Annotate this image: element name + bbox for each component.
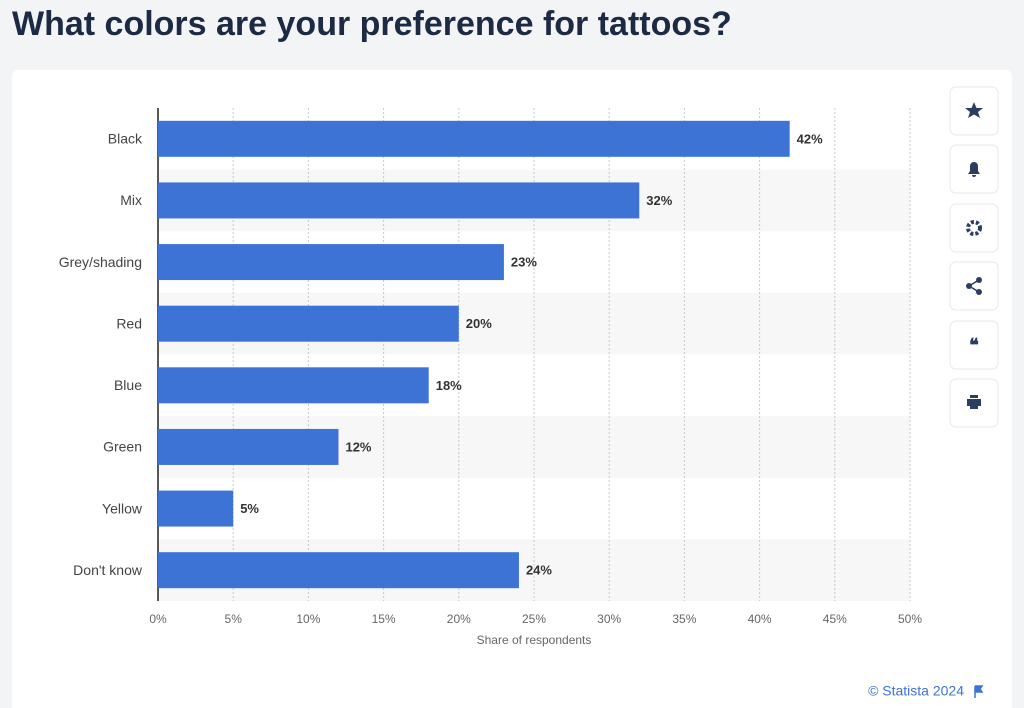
value-label: 20% [466,316,492,331]
y-tick-label: Don't know [73,562,143,578]
value-label: 5% [240,501,259,516]
x-tick-label: 35% [672,612,696,626]
x-tick-label: 50% [898,612,922,626]
x-tick-label: 0% [149,612,167,626]
x-tick-label: 45% [823,612,847,626]
quote-icon: ❝ [969,335,979,355]
bar [158,367,429,404]
y-tick-label: Green [103,439,142,455]
y-tick-label: Blue [114,377,142,393]
x-tick-label: 25% [522,612,546,626]
x-tick-label: 30% [597,612,621,626]
x-tick-label: 10% [296,612,320,626]
bar [158,490,234,527]
chart-title: What colors are your preference for tatt… [12,5,732,43]
gear-icon [966,220,982,236]
bar [158,305,459,342]
plot: 0% 5% 10% 15% 20% 25% 30% 35% 40% 45% 50% Share of … [59,108,922,647]
print-icon [967,395,981,409]
value-label: 12% [345,439,371,454]
y-tick-label: Black [108,131,143,147]
x-tick-label: 40% [748,612,772,626]
y-tick-label: Yellow [102,500,143,516]
value-label: 32% [646,193,672,208]
bar [158,428,339,465]
bar [158,120,790,157]
bell-icon [968,162,980,177]
y-tick-label: Red [116,315,142,331]
flag-icon [974,685,984,698]
x-axis-label: Share of respondents [477,633,592,647]
value-label: 18% [436,378,462,393]
bar [158,552,519,589]
value-label: 24% [526,563,552,578]
value-label: 23% [511,255,537,270]
cite-button[interactable] [949,320,999,370]
bar [158,244,504,281]
x-tick-label: 20% [447,612,471,626]
settings-button[interactable] [949,203,999,253]
share-icon [966,277,982,295]
toolbar: ❝ [949,86,999,428]
star-icon [965,102,983,118]
source[interactable]: © Statista 2024 [868,683,964,699]
share-button[interactable] [949,261,999,311]
y-tick-label: Grey/shading [59,254,142,270]
x-tick-label: 5% [225,612,243,626]
y-tick-label: Mix [120,192,142,208]
bar [158,182,640,219]
x-tick-label: 15% [372,612,396,626]
value-label: 42% [797,131,823,146]
